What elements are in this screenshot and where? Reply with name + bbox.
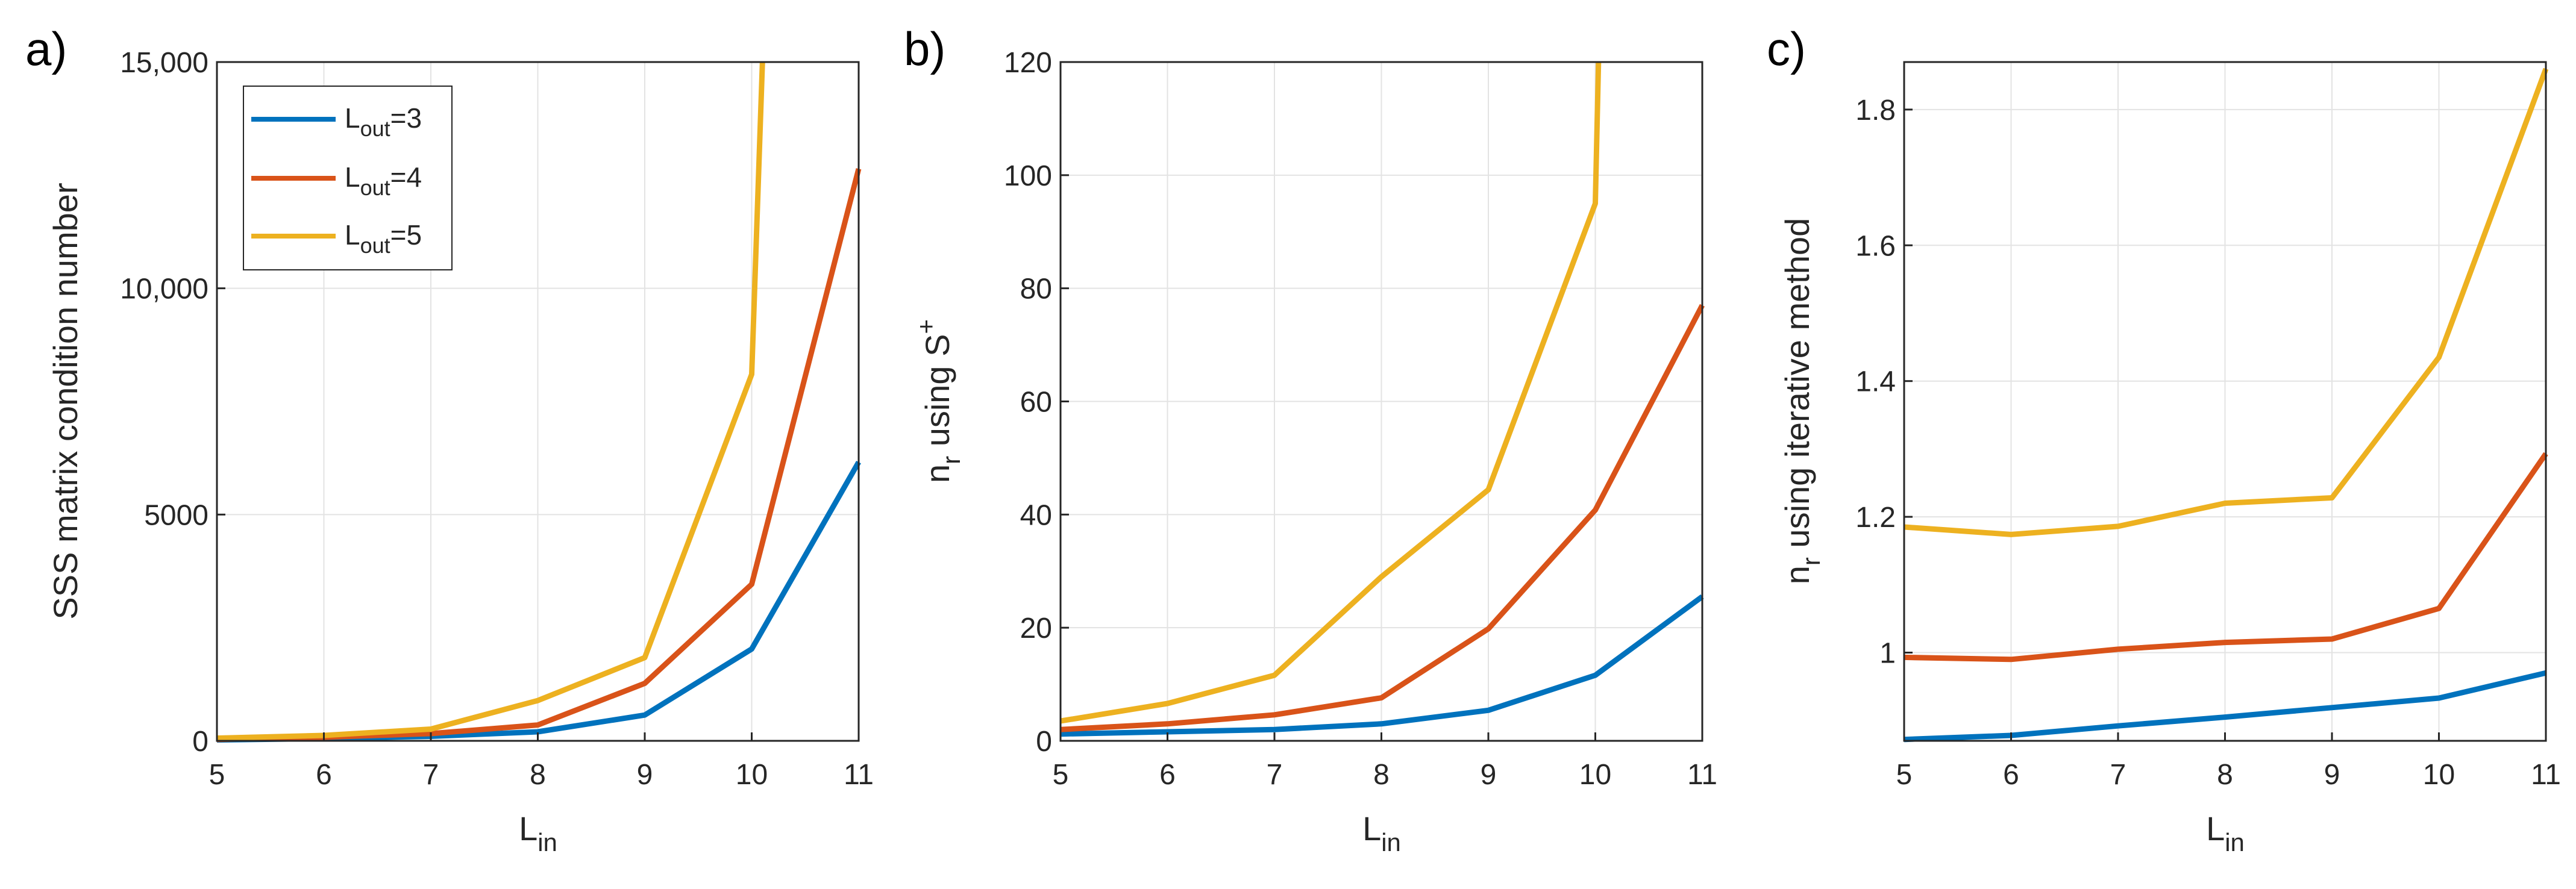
legend: Lout=3 Lout=4 Lout=5 [243, 86, 453, 270]
panel-c-xtick-label: 5 [1896, 759, 1913, 791]
panel-c-xtick-label: 9 [2324, 759, 2340, 791]
panel-a: a) 5 6 7 8 9 10 11 0 5000 10,000 15,000 SSS matrix… [25, 22, 874, 856]
panel-b-label: b) [904, 22, 945, 75]
panel-a-xtick-label: 8 [530, 759, 546, 791]
panel-b-tick-labels: 5 6 7 8 9 10 11 0 20 40 60 80 100 120 [1004, 47, 1717, 791]
panel-c-xtick-label: 7 [2110, 759, 2126, 791]
panel-c-xtick-label: 6 [2003, 759, 2019, 791]
panel-a-xtick-label: 11 [844, 759, 874, 791]
panel-a-xtick-label: 10 [736, 759, 768, 791]
legend-label-lout4-suffix: =4 [390, 161, 422, 193]
panel-c-xtick-label: 8 [2217, 759, 2233, 791]
legend-label-lout4-base: L [345, 161, 360, 193]
panel-a-ytick-label: 15,000 [120, 47, 208, 79]
panel-b-ytick-label: 0 [1036, 726, 1052, 758]
panel-a-label: a) [25, 22, 67, 75]
panel-c-ylabel-pre: n [1778, 566, 1816, 584]
legend-label-lout5-suffix: =5 [390, 219, 422, 251]
panel-b-xtick-label: 5 [1053, 759, 1069, 791]
panel-c-ytick-label: 1.2 [1855, 502, 1896, 534]
panel-c-label: c) [1767, 22, 1806, 75]
panel-c-ytick-label: 1 [1879, 637, 1896, 669]
panel-b-ylabel-pre: n [918, 464, 956, 483]
panel-c-series-lout5 [1904, 67, 2549, 537]
legend-label-lout3-base: L [345, 102, 360, 134]
legend-label-lout5-base: L [345, 219, 360, 251]
panel-a-ytick-label: 10,000 [120, 273, 208, 305]
panel-c-ylabel-mid: using iterative method [1778, 218, 1816, 557]
panel-b-series [1060, 61, 1705, 737]
legend-entry-lout3: Lout=3 [251, 102, 422, 141]
panel-b-ylabel-sup: + [912, 319, 940, 334]
panel-b-xtick-label: 8 [1373, 759, 1390, 791]
panel-a-xtick-label: 7 [423, 759, 439, 791]
panel-b-ytick-label: 60 [1020, 387, 1052, 419]
panel-b-grid [1060, 61, 1703, 741]
panel-b-xtick-label: 7 [1267, 759, 1283, 791]
panel-a-xtick-label: 6 [316, 759, 332, 791]
panel-b-ytick-label: 120 [1004, 47, 1052, 79]
legend-label-lout5-sub: out [360, 233, 390, 258]
legend-label-lout3-sub: out [360, 116, 390, 141]
legend-entry-lout5: Lout=5 [251, 219, 422, 258]
legend-label-lout5: Lout=5 [345, 219, 422, 258]
panel-b-ylabel-mid: using S [918, 334, 956, 456]
legend-label-lout3: Lout=3 [345, 102, 422, 141]
panel-a-tick-labels: 5 6 7 8 9 10 11 0 5000 10,000 15,000 [120, 47, 874, 791]
panel-b-ytick-label: 100 [1004, 160, 1052, 192]
panel-c-ytick-label: 1.8 [1855, 95, 1896, 126]
panel-b-ytick-label: 80 [1020, 273, 1052, 305]
panel-a-ytick-label: 0 [192, 726, 208, 758]
panel-b-xtick-label: 11 [1687, 759, 1717, 791]
panel-c-xlabel-base: L [2206, 809, 2225, 847]
panel-c-xtick-label: 10 [2423, 759, 2455, 791]
panel-b-series-lout5 [1060, 61, 1602, 724]
panel-c-series-lout4 [1904, 452, 2548, 663]
panel-b-xlabel-base: L [1362, 809, 1381, 847]
panel-b-xlabel: Lin [1362, 809, 1401, 856]
panel-b-xtick-label: 9 [1481, 759, 1497, 791]
legend-label-lout3-suffix: =3 [390, 102, 422, 134]
panel-a-xtick-label: 9 [637, 759, 653, 791]
legend-entry-lout4: Lout=4 [251, 161, 422, 200]
panel-a-ytick-label: 5000 [144, 499, 208, 531]
panel-c-xlabel-sub: in [2225, 828, 2245, 856]
legend-label-lout4-sub: out [360, 175, 390, 200]
panel-c-ytick-label: 1.4 [1855, 366, 1896, 398]
panel-a-xtick-label: 5 [209, 759, 225, 791]
panel-a-xlabel-base: L [519, 809, 537, 847]
panel-b-ytick-label: 40 [1020, 499, 1052, 531]
panel-c-ytick-label: 1.6 [1855, 230, 1896, 262]
panel-a-xlabel: Lin [519, 809, 557, 856]
panel-a-ylabel-text: SSS matrix condition number [46, 182, 84, 619]
panel-b-series-lout3 [1060, 594, 1704, 737]
panel-b-series-lout4 [1060, 304, 1705, 732]
legend-label-lout4: Lout=4 [345, 161, 422, 200]
panel-c-xlabel: Lin [2206, 809, 2245, 856]
panel-c-grid [1904, 62, 2546, 741]
panel-c-ylabel: nr using iterative method [1778, 218, 1825, 585]
panel-b-xlabel-sub: in [1381, 828, 1401, 856]
panel-b-ylabel: nr using S+ [912, 319, 965, 483]
panel-c-ylabel-sub: r [1797, 557, 1825, 566]
panel-c-xtick-label: 11 [2531, 759, 2561, 791]
panel-b-ylabel-sub: r [937, 456, 965, 464]
panel-a-xlabel-sub: in [537, 828, 557, 856]
panel-a-ylabel: SSS matrix condition number [46, 182, 84, 619]
panel-b-xtick-label: 10 [1579, 759, 1611, 791]
panel-b-xtick-label: 6 [1159, 759, 1176, 791]
panel-b-ytick-label: 20 [1020, 613, 1052, 644]
